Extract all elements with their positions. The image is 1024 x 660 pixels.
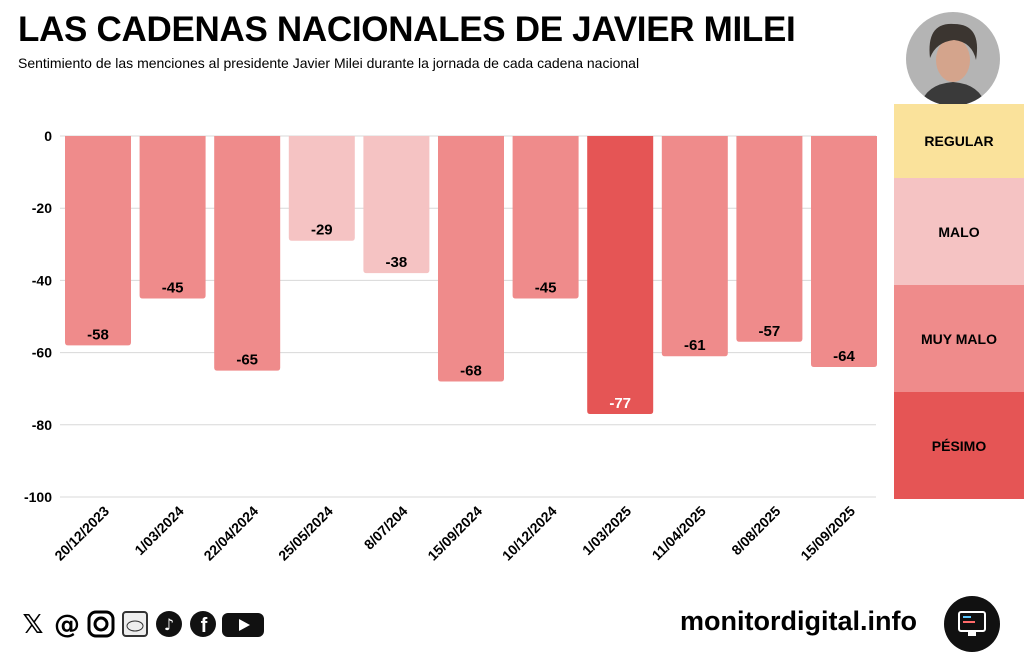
- bar: [363, 136, 430, 274]
- y-tick-label: -80: [32, 417, 52, 433]
- bar: [811, 136, 877, 368]
- legend-item-muy-malo: MUY MALO: [894, 285, 1024, 392]
- data-label: -77: [609, 395, 631, 412]
- data-label: -45: [535, 279, 557, 296]
- svg-text:f: f: [201, 615, 208, 637]
- president-photo: [906, 12, 1000, 106]
- facebook-icon[interactable]: f: [188, 609, 218, 639]
- legend-label: REGULAR: [924, 133, 994, 149]
- bar: [512, 136, 579, 299]
- svg-text:♪: ♪: [164, 615, 174, 634]
- bar: [661, 136, 728, 357]
- bar: [139, 136, 206, 299]
- data-label: -64: [833, 348, 855, 365]
- legend-label: MALO: [938, 223, 980, 240]
- y-tick-label: -40: [32, 272, 52, 288]
- svg-text:@: @: [54, 610, 80, 639]
- monitor-icon: [944, 596, 1000, 652]
- brand-name[interactable]: monitordigital.info: [680, 606, 917, 636]
- data-label: -68: [460, 362, 482, 379]
- instagram-icon[interactable]: [86, 609, 116, 639]
- x-tick-label: 11/04/2025: [649, 503, 709, 563]
- legend-item-malo: MALO: [894, 178, 1024, 285]
- x-tick-label: 22/04/2024: [200, 503, 261, 564]
- y-tick-label: -100: [24, 489, 52, 505]
- legend-label: PÉSIMO: [931, 437, 987, 454]
- x-tick-label: 25/05/2024: [275, 503, 336, 564]
- youtube-icon[interactable]: [222, 609, 264, 639]
- tiktok-icon[interactable]: ♪: [154, 609, 184, 639]
- legend-label: MUY MALO: [921, 330, 997, 347]
- bar: [438, 136, 504, 382]
- x-tick-label: 20/12/2023: [51, 503, 112, 564]
- x-tick-label: 1/03/2025: [579, 503, 635, 559]
- x-tick-label: 15/09/2025: [797, 503, 858, 564]
- y-tick-label: -60: [32, 345, 52, 361]
- social-links: 𝕏 @ ♪ f: [18, 609, 264, 639]
- bar-chart: 0 -20 -40 -60 -80 -100 -58 20/12/2023 -45 1/03/20…: [24, 128, 877, 564]
- legend-item-regular: REGULAR: [894, 104, 1024, 178]
- bar: [65, 136, 131, 346]
- page-subtitle: Sentimiento de las menciones al presiden…: [18, 55, 640, 71]
- x-icon[interactable]: 𝕏: [18, 609, 48, 639]
- page-title: LAS CADENAS NACIONALES DE JAVIER MILEI: [18, 10, 796, 49]
- x-tick-label: 10/12/2024: [499, 503, 560, 564]
- x-tick-label: 8/08/2025: [728, 503, 784, 559]
- data-label: -29: [311, 222, 333, 239]
- y-tick-label: 0: [44, 128, 52, 144]
- bar: [736, 136, 803, 342]
- bar: [587, 136, 654, 414]
- legend-item-pésimo: PÉSIMO: [894, 392, 1024, 499]
- data-label: -65: [236, 352, 258, 369]
- data-label: -57: [759, 323, 781, 340]
- data-label: -58: [87, 326, 109, 343]
- bar: [288, 136, 355, 241]
- threads-icon[interactable]: @: [52, 609, 82, 639]
- svg-text:𝕏: 𝕏: [23, 610, 44, 639]
- y-tick-label: -20: [32, 200, 52, 216]
- data-label: -61: [684, 337, 706, 354]
- reddit-icon[interactable]: [120, 609, 150, 639]
- x-tick-label: 8/07/204: [361, 503, 411, 553]
- x-tick-label: 1/03/2024: [131, 503, 187, 559]
- data-label: -38: [386, 254, 408, 271]
- data-label: -45: [162, 279, 184, 296]
- x-tick-label: 15/09/2024: [424, 503, 485, 564]
- bar: [214, 136, 281, 371]
